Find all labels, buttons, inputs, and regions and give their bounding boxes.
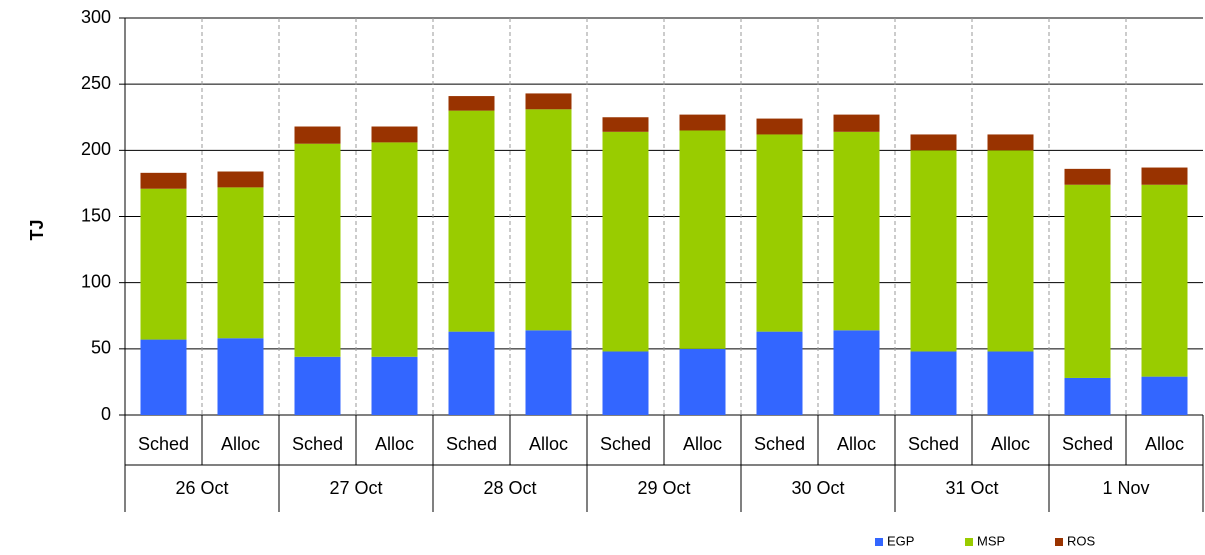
- bar-segment: [1064, 184, 1111, 378]
- bar-segment: [448, 110, 495, 332]
- bar-segment: [217, 187, 264, 339]
- bar-segment: [833, 131, 880, 331]
- y-axis-label: TJ: [27, 219, 47, 240]
- bar-segment: [140, 339, 187, 415]
- bar-segment: [602, 351, 649, 415]
- bar-segment: [602, 131, 649, 352]
- bar-segment: [679, 114, 726, 131]
- legend: EGP MSP ROS: [875, 533, 1096, 548]
- bar-segment: [448, 96, 495, 111]
- bar-segment: [294, 143, 341, 357]
- bar-segment: [1141, 376, 1188, 415]
- bar-segment: [987, 351, 1034, 415]
- bar-segment: [371, 356, 418, 415]
- bar-segment: [525, 109, 572, 331]
- bar-segment: [756, 118, 803, 135]
- y-tick-label: 250: [81, 73, 111, 93]
- group-label: 30 Oct: [791, 478, 844, 498]
- bar-segment: [833, 114, 880, 132]
- x-tick-label: Sched: [138, 434, 189, 454]
- group-label: 28 Oct: [483, 478, 536, 498]
- x-tick-label: Alloc: [1145, 434, 1184, 454]
- bar-segment: [679, 130, 726, 349]
- bar-segment: [987, 134, 1034, 151]
- bar-segment: [987, 150, 1034, 352]
- x-tick-label: Alloc: [683, 434, 722, 454]
- x-tick-label: Alloc: [991, 434, 1030, 454]
- group-label: 26 Oct: [175, 478, 228, 498]
- bar-segment: [910, 134, 957, 151]
- bar-segment: [525, 330, 572, 415]
- legend-label: ROS: [1067, 533, 1096, 548]
- bar-segment: [371, 142, 418, 357]
- x-tick-label: Alloc: [221, 434, 260, 454]
- group-label: 27 Oct: [329, 478, 382, 498]
- bar-segment: [1064, 377, 1111, 415]
- group-label: 1 Nov: [1102, 478, 1149, 498]
- x-tick-label: Sched: [600, 434, 651, 454]
- bar-segment: [1064, 168, 1111, 185]
- x-tick-label: Alloc: [375, 434, 414, 454]
- y-tick-label: 200: [81, 139, 111, 159]
- bar-segment: [910, 351, 957, 415]
- y-tick-label: 0: [101, 404, 111, 424]
- x-tick-label: Alloc: [529, 434, 568, 454]
- y-tick-label: 300: [81, 7, 111, 27]
- bar-segment: [140, 188, 187, 340]
- x-tick-label: Sched: [1062, 434, 1113, 454]
- group-label: 31 Oct: [945, 478, 998, 498]
- bar-segment: [1141, 184, 1188, 377]
- legend-label: MSP: [977, 533, 1005, 548]
- bar-segment: [756, 134, 803, 332]
- x-tick-label: Alloc: [837, 434, 876, 454]
- x-tick-label: Sched: [754, 434, 805, 454]
- x-tick-label: Sched: [446, 434, 497, 454]
- bar-segment: [217, 171, 264, 188]
- x-tick-label: Sched: [908, 434, 959, 454]
- bar-segment: [679, 348, 726, 415]
- bar-segment: [833, 330, 880, 415]
- bar-segment: [525, 93, 572, 110]
- bar-segment: [294, 356, 341, 415]
- bar-segment: [371, 126, 418, 143]
- bar-segment: [756, 331, 803, 415]
- legend-label: EGP: [887, 533, 914, 548]
- bar-segment: [910, 150, 957, 352]
- y-tick-label: 150: [81, 205, 111, 225]
- legend-swatch: [875, 538, 883, 546]
- legend-swatch: [965, 538, 973, 546]
- bar-segment: [217, 338, 264, 415]
- group-label: 29 Oct: [637, 478, 690, 498]
- bar-segment: [448, 331, 495, 415]
- bar-segment: [294, 126, 341, 144]
- bar-segment: [140, 172, 187, 189]
- bar-segment: [1141, 167, 1188, 185]
- y-tick-label: 100: [81, 271, 111, 291]
- y-tick-label: 50: [91, 338, 111, 358]
- bar-segment: [602, 117, 649, 132]
- x-tick-label: Sched: [292, 434, 343, 454]
- legend-swatch: [1055, 538, 1063, 546]
